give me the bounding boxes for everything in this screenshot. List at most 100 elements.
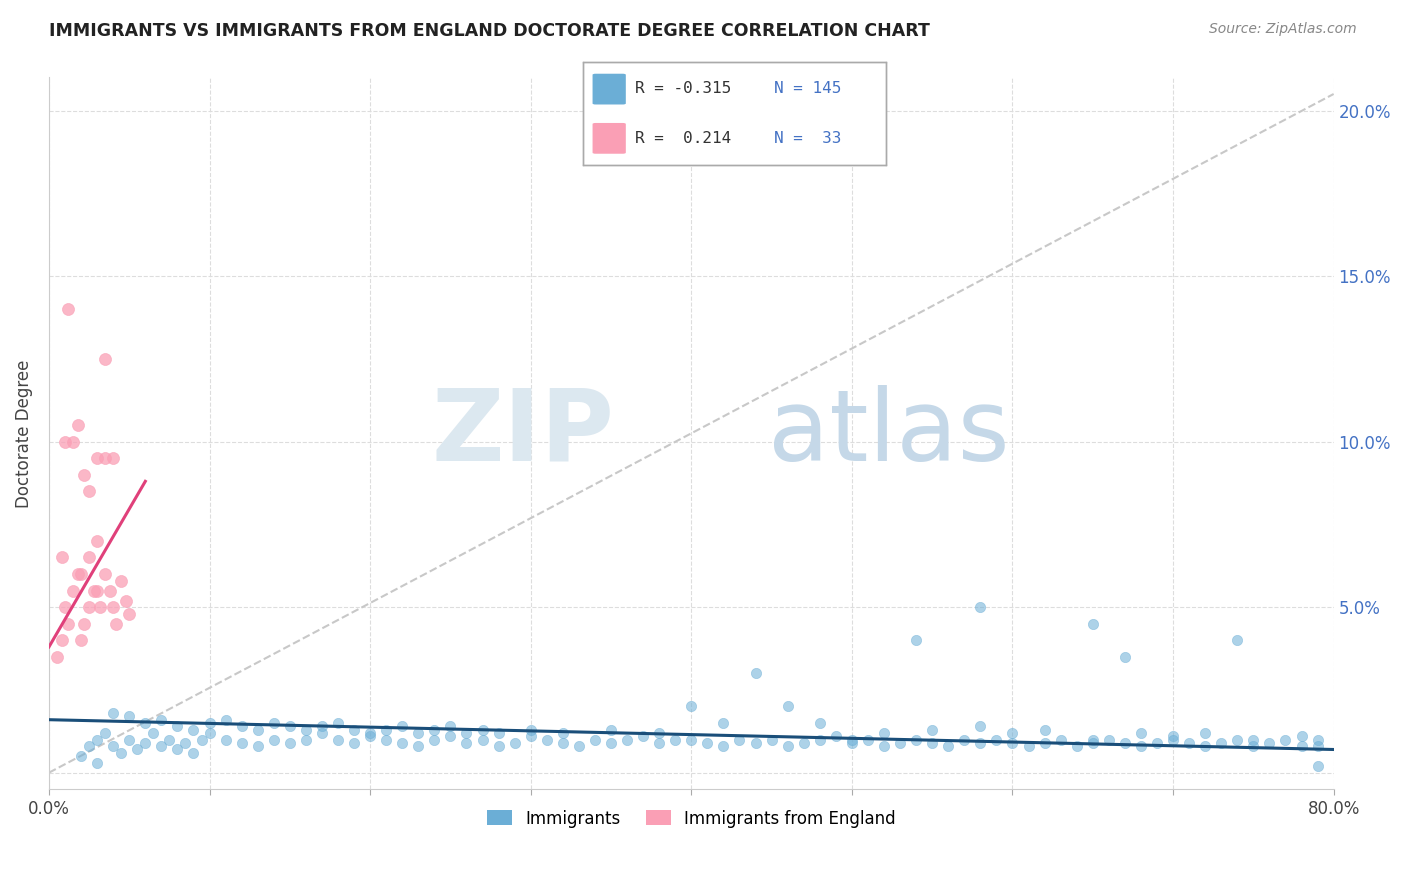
Point xyxy=(150,739,173,754)
Point xyxy=(936,739,959,754)
Point xyxy=(86,533,108,548)
Point xyxy=(664,732,686,747)
Point xyxy=(1306,739,1329,754)
Point xyxy=(70,633,93,648)
Point xyxy=(391,736,413,750)
Point xyxy=(1226,633,1249,648)
Point xyxy=(94,351,117,366)
Point xyxy=(616,732,638,747)
Point xyxy=(824,729,846,743)
Point xyxy=(134,736,156,750)
Point xyxy=(808,732,831,747)
Point xyxy=(311,726,333,740)
Point xyxy=(118,607,141,621)
Point xyxy=(1146,736,1168,750)
Point xyxy=(174,736,197,750)
Point xyxy=(471,723,494,737)
Point xyxy=(83,583,105,598)
Point xyxy=(66,567,89,582)
Point xyxy=(551,736,574,750)
Point xyxy=(183,746,205,760)
Point xyxy=(921,723,943,737)
Point xyxy=(77,739,100,754)
Point xyxy=(231,719,253,733)
Point xyxy=(1291,729,1313,743)
Point xyxy=(648,736,671,750)
Point xyxy=(134,716,156,731)
Text: N =  33: N = 33 xyxy=(773,131,841,146)
Point xyxy=(295,723,318,737)
Point xyxy=(536,732,558,747)
Point xyxy=(1081,736,1104,750)
Text: IMMIGRANTS VS IMMIGRANTS FROM ENGLAND DOCTORATE DEGREE CORRELATION CHART: IMMIGRANTS VS IMMIGRANTS FROM ENGLAND DO… xyxy=(49,22,931,40)
Y-axis label: Doctorate Degree: Doctorate Degree xyxy=(15,359,32,508)
Point xyxy=(1241,739,1264,754)
Point xyxy=(423,732,446,747)
Point xyxy=(157,732,180,747)
Point xyxy=(776,739,799,754)
Point xyxy=(231,736,253,750)
Point xyxy=(1226,732,1249,747)
Point xyxy=(94,726,117,740)
Point xyxy=(263,716,285,731)
Point xyxy=(439,729,461,743)
Point xyxy=(1114,736,1136,750)
Point xyxy=(1033,736,1056,750)
Point xyxy=(1129,739,1152,754)
Point xyxy=(1161,732,1184,747)
Point xyxy=(1161,729,1184,743)
Point xyxy=(103,739,125,754)
Point xyxy=(62,583,84,598)
Point xyxy=(73,616,96,631)
Point xyxy=(1001,736,1024,750)
Point xyxy=(488,739,510,754)
Text: Source: ZipAtlas.com: Source: ZipAtlas.com xyxy=(1209,22,1357,37)
Point xyxy=(46,649,69,664)
Point xyxy=(744,736,766,750)
Point xyxy=(1018,739,1040,754)
Point xyxy=(98,583,121,598)
Point xyxy=(246,739,269,754)
Point xyxy=(86,732,108,747)
Text: atlas: atlas xyxy=(769,384,1010,482)
Point xyxy=(118,709,141,723)
Point xyxy=(94,451,117,466)
Point xyxy=(1178,736,1201,750)
Point xyxy=(53,600,76,615)
Point xyxy=(110,574,132,588)
Point xyxy=(873,739,896,754)
Point xyxy=(503,736,526,750)
Point xyxy=(1306,759,1329,773)
Point xyxy=(66,418,89,433)
Point xyxy=(423,723,446,737)
Text: N = 145: N = 145 xyxy=(773,81,841,96)
Point xyxy=(183,723,205,737)
Point xyxy=(103,451,125,466)
Point xyxy=(142,726,165,740)
Point xyxy=(1291,739,1313,754)
Point xyxy=(776,699,799,714)
Point xyxy=(62,434,84,449)
Point xyxy=(359,726,381,740)
Point xyxy=(408,726,430,740)
FancyBboxPatch shape xyxy=(592,74,626,104)
Point xyxy=(696,736,718,750)
Point xyxy=(103,600,125,615)
Point xyxy=(58,616,80,631)
Point xyxy=(1306,732,1329,747)
Point xyxy=(246,723,269,737)
Point xyxy=(115,593,138,607)
Point xyxy=(326,732,349,747)
Point xyxy=(77,550,100,565)
Point xyxy=(905,633,928,648)
Point xyxy=(295,732,318,747)
Point xyxy=(359,729,381,743)
Point xyxy=(408,739,430,754)
Point xyxy=(488,726,510,740)
Point xyxy=(70,749,93,764)
Point xyxy=(889,736,911,750)
Point xyxy=(198,726,221,740)
Point xyxy=(728,732,751,747)
Point xyxy=(1258,736,1281,750)
Point xyxy=(51,550,73,565)
